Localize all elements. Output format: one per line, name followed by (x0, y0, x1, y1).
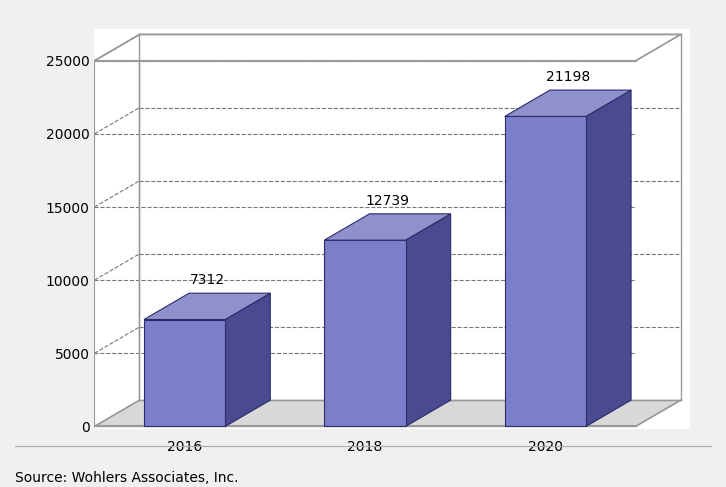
Polygon shape (94, 35, 681, 61)
Text: Source: Wohlers Associates, Inc.: Source: Wohlers Associates, Inc. (15, 470, 238, 485)
Polygon shape (325, 240, 406, 427)
Polygon shape (406, 214, 451, 427)
Polygon shape (94, 400, 681, 427)
Polygon shape (139, 35, 681, 400)
Text: 12739: 12739 (365, 194, 409, 208)
Polygon shape (144, 319, 225, 427)
Polygon shape (505, 116, 586, 427)
Polygon shape (586, 90, 631, 427)
Polygon shape (505, 90, 631, 116)
Polygon shape (325, 214, 451, 240)
Text: 21198: 21198 (546, 70, 590, 84)
Polygon shape (225, 293, 270, 427)
Polygon shape (144, 293, 270, 319)
Text: 7312: 7312 (189, 273, 224, 287)
